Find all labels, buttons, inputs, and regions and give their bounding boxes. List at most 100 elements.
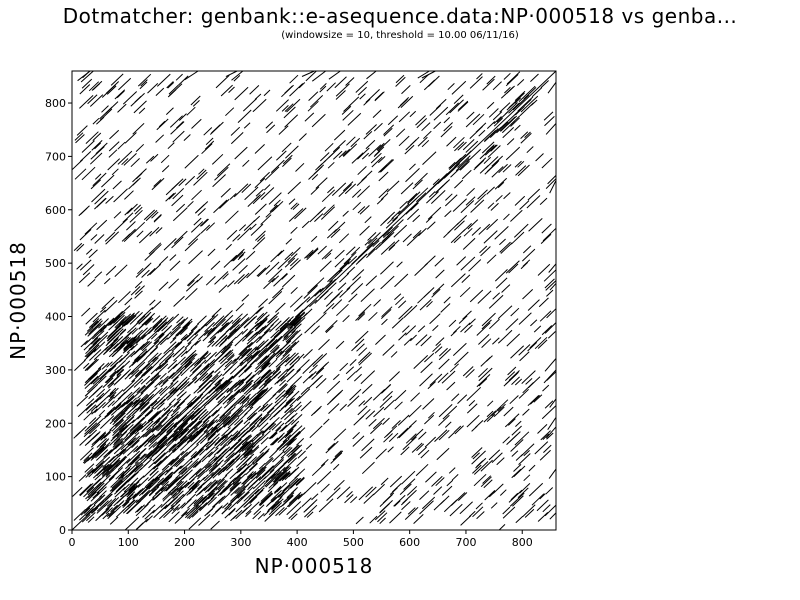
match-segment <box>352 431 360 440</box>
match-segment <box>219 406 233 419</box>
y-tick-label: 600 <box>45 204 66 217</box>
match-segment <box>116 90 125 99</box>
match-segment <box>320 206 336 220</box>
match-segment <box>193 494 204 505</box>
match-segment <box>193 352 208 366</box>
match-segment <box>417 136 428 147</box>
match-segment <box>356 343 365 352</box>
match-segment <box>173 230 188 244</box>
match-segment <box>345 366 355 375</box>
match-segment <box>185 416 200 431</box>
match-segment <box>252 510 262 520</box>
match-segment <box>499 241 511 253</box>
match-segment <box>286 445 299 457</box>
match-segment <box>88 385 103 400</box>
match-segment <box>283 326 297 339</box>
match-segment <box>239 379 254 394</box>
match-segment <box>90 337 99 345</box>
match-segment <box>131 439 140 449</box>
match-segment <box>263 378 272 386</box>
match-segment <box>83 507 91 514</box>
match-segment <box>218 492 230 505</box>
y-tick-label: 400 <box>45 311 66 324</box>
match-segment <box>433 486 443 495</box>
match-segment <box>103 449 113 458</box>
match-segment <box>188 468 201 481</box>
match-segment <box>387 115 399 126</box>
match-segment <box>232 364 248 379</box>
match-segment <box>113 329 127 342</box>
match-segment <box>323 418 330 425</box>
match-segment <box>519 351 530 362</box>
match-segment <box>270 250 283 263</box>
match-segment <box>282 154 293 165</box>
match-segment <box>260 430 271 441</box>
match-segment <box>417 446 427 456</box>
match-segment <box>270 498 284 511</box>
match-segment <box>287 449 303 464</box>
match-segment <box>301 497 312 508</box>
match-segment <box>255 336 263 344</box>
match-segment <box>476 511 485 520</box>
match-segment <box>214 361 227 374</box>
match-segment <box>465 196 476 206</box>
match-segment <box>199 479 209 488</box>
match-segment <box>195 502 204 510</box>
match-segment <box>130 286 141 296</box>
match-segment <box>275 99 289 112</box>
match-segment <box>400 446 410 456</box>
match-segment <box>212 174 226 188</box>
match-segment <box>127 445 139 457</box>
match-segment <box>178 421 189 431</box>
match-segment <box>271 275 280 283</box>
match-segment <box>87 453 96 462</box>
match-segment <box>250 446 260 456</box>
match-segment <box>357 405 368 416</box>
match-segment <box>241 435 253 446</box>
match-segment <box>354 338 365 349</box>
match-segment <box>217 483 231 497</box>
match-segment <box>240 486 254 499</box>
match-segment <box>121 461 139 479</box>
match-segment <box>514 90 526 101</box>
match-segment <box>113 211 122 219</box>
match-segment <box>242 471 257 485</box>
match-segment <box>438 358 450 370</box>
match-segment <box>202 415 211 423</box>
match-segment <box>324 291 333 300</box>
match-segment <box>114 404 122 411</box>
match-segment <box>544 278 555 289</box>
match-segment <box>178 178 187 187</box>
match-segment <box>229 406 236 413</box>
match-segment <box>275 438 290 452</box>
match-segment <box>120 423 131 433</box>
match-segment <box>216 163 231 176</box>
match-segment <box>408 163 416 171</box>
match-segment <box>183 382 192 390</box>
match-segment <box>91 460 105 473</box>
match-segment <box>484 490 496 501</box>
match-segment <box>296 456 308 467</box>
match-segment <box>507 418 516 426</box>
match-segment <box>448 467 456 474</box>
match-segment <box>326 229 337 239</box>
match-segment <box>79 482 94 497</box>
match-segment <box>424 255 436 267</box>
match-segment <box>282 457 298 472</box>
match-segment <box>153 319 167 333</box>
match-segment <box>211 307 222 318</box>
match-segment <box>109 387 117 395</box>
match-segment <box>73 242 83 251</box>
match-segment <box>457 155 471 168</box>
match-segment <box>229 367 237 375</box>
x-tick-label: 100 <box>118 536 139 549</box>
match-segment <box>245 374 255 384</box>
match-segment <box>91 480 105 494</box>
match-segment <box>140 381 155 395</box>
match-segment <box>191 476 206 490</box>
match-segment <box>193 496 204 507</box>
match-segment <box>522 259 531 267</box>
match-segment <box>182 469 193 480</box>
match-segment <box>528 464 536 472</box>
match-segment <box>274 372 288 385</box>
